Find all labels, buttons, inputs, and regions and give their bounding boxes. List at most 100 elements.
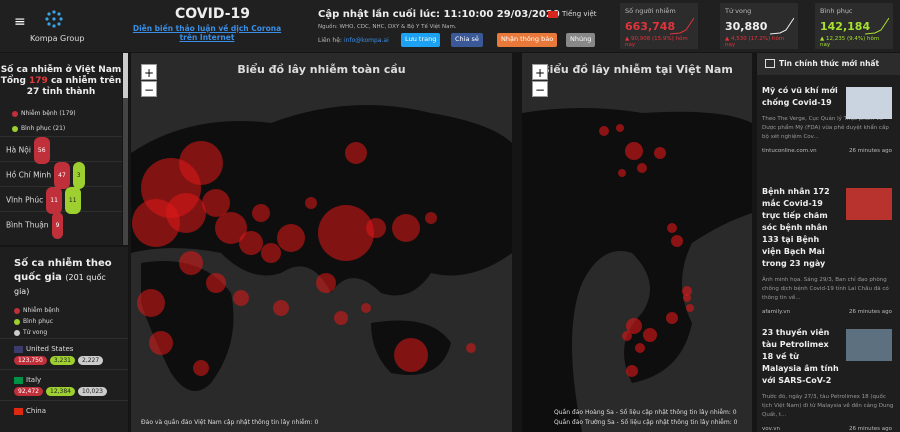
sparkline — [865, 17, 889, 35]
map-note: Quần đảo Trường Sa - Số liệu cập nhật th… — [554, 419, 738, 426]
country-line: Italy — [14, 376, 128, 384]
news-item[interactable]: Mỹ có vũ khí mới chống Covid-19 Theo The … — [762, 85, 898, 154]
stat-card: Tử vong 30,880 ▲ 4,530 (17.2%) hôm nay — [720, 3, 798, 49]
legend-item: Bình phục — [14, 316, 128, 327]
sparkline-path — [865, 17, 889, 35]
subtitle-link[interactable]: Diễn biến thảo luận về dịch Corona trên … — [132, 24, 282, 42]
contact-email[interactable]: info@kompa.ai — [344, 37, 389, 44]
news-header: Tin chính thức mới nhất — [757, 53, 900, 75]
legend-item: Nhiễm bệnh — [14, 305, 128, 316]
flag — [14, 376, 23, 384]
news-time: 26 minutes ago — [849, 148, 892, 154]
infected-badge: 123,750 — [14, 356, 47, 365]
world-map-svg — [131, 105, 512, 391]
infected-badge: 92,472 — [14, 387, 43, 396]
save-button[interactable]: Lưu trang — [401, 33, 441, 47]
logo — [45, 10, 63, 28]
province-name: Bình Thuận — [6, 220, 49, 230]
world-map[interactable]: Biểu đồ lây nhiễm toàn cầu + − Đảo và qu… — [131, 53, 512, 432]
province-row[interactable]: Hồ Chí Minh 47 3 — [0, 161, 122, 189]
legend-label: Tử vong — [23, 329, 48, 336]
province-row[interactable]: Hà Nội 56 — [0, 136, 122, 164]
case-bubbles — [599, 124, 694, 377]
news-item[interactable]: Bệnh nhân 172 mắc Covid-19 trực tiếp chă… — [762, 186, 898, 315]
sparkline — [670, 17, 694, 35]
stat-change: ▲ 4,530 (17.2%) hôm nay — [725, 36, 785, 48]
stat-value: 663,748 — [625, 20, 676, 33]
scroll-thumb[interactable] — [123, 53, 128, 98]
news-summary: Theo The Verge, Cục Quản lý Thực phẩm và… — [762, 116, 889, 140]
country-count: (201 quốc gia) — [14, 273, 106, 296]
vn-heading: Số ca nhiễm ở Việt Nam Tổng 179 ca nhiễm… — [0, 65, 122, 98]
stat-label: Tử vong — [725, 7, 752, 15]
news-summary: Ảnh minh họa. Sáng 29/3, Ban chỉ đạo phò… — [762, 277, 889, 301]
news-icon — [765, 59, 775, 68]
scrollbar[interactable] — [123, 53, 128, 245]
news-headline: Bệnh nhân 172 mắc Covid-19 trực tiếp chă… — [762, 187, 830, 268]
vietnam-map[interactable]: Biểu đồ lây nhiễm tại Việt Nam + − Quần … — [522, 53, 752, 432]
zoom-in[interactable]: + — [532, 64, 548, 80]
updated-time: Cập nhật lần cuối lúc: 11:10:00 29/03/20… — [318, 9, 560, 20]
province-name: Vĩnh Phúc — [6, 195, 44, 205]
news-thumbnail — [846, 87, 892, 119]
country-legend: Nhiễm bệnh Bình phục Tử vong — [14, 305, 128, 338]
zoom-out[interactable]: − — [532, 81, 548, 97]
map-title: Biểu đồ lây nhiễm toàn cầu — [237, 63, 406, 76]
legend-item: Tử vong — [14, 327, 128, 338]
recovered-badge: 3,231 — [49, 356, 75, 365]
infected-badge: 11 — [46, 187, 62, 214]
news-headline: 23 thuyền viên tàu Petrolimex 18 về từ M… — [762, 328, 839, 385]
country-heading: Số ca nhiễm theo quốc gia (201 quốc gia) — [0, 247, 128, 299]
province-row[interactable]: Vĩnh Phúc 11 11 — [0, 186, 122, 214]
vn-total-label: Tổng — [0, 76, 26, 86]
site-title: COVID-19 — [175, 6, 251, 22]
vietnam-panel: Số ca nhiễm ở Việt Nam Tổng 179 ca nhiễm… — [0, 53, 122, 245]
menu-icon[interactable]: ≡ — [14, 14, 26, 30]
country-row[interactable]: Italy 92,472 12,384 10,023 — [0, 369, 128, 400]
map-note: Đảo và quần đảo Việt Nam cập nhật thông … — [141, 419, 319, 426]
news-thumbnail — [846, 188, 892, 220]
brand: Kompa Group — [30, 34, 85, 43]
province-row[interactable]: Bình Thuận 9 — [0, 211, 122, 239]
zoom-in[interactable]: + — [141, 64, 157, 80]
embed-button[interactable]: Nhúng — [566, 33, 596, 47]
stat-card: Bình phục 142,184 ▲ 12,235 (9.4%) hôm nay — [815, 3, 893, 49]
deaths-badge: 2,227 — [78, 356, 104, 365]
country-row[interactable]: United States 123,750 3,231 2,227 — [0, 338, 128, 369]
news-summary: Trước đó, ngày 27/3, tàu Petrolimex 18 (… — [762, 394, 894, 418]
province-name: Hà Nội — [6, 145, 31, 155]
sparkline — [770, 17, 794, 35]
country-numbers: 92,472 12,384 10,023 — [14, 387, 128, 396]
notify-button[interactable]: Nhận thông báo — [497, 33, 558, 47]
legend-label: Nhiễm bệnh (179) — [21, 110, 76, 117]
country-line: United States — [14, 345, 128, 353]
country-name: Italy — [26, 376, 42, 384]
legend-label: Nhiễm bệnh — [23, 307, 60, 314]
legend-item: Bình phục (21) — [12, 121, 122, 136]
source: Nguồn: WHO, CDC, NHC, DXY & Bộ Y Tế Việt… — [318, 24, 457, 30]
province-list: Hà Nội 56 Hồ Chí Minh 47 3 Vĩnh Phúc 11 11 Bình … — [0, 136, 122, 239]
news-source: tintuconline.com.vn — [762, 148, 817, 154]
infected-badge: 56 — [33, 137, 50, 164]
map-title: Biểu đồ lây nhiễm tại Việt Nam — [541, 63, 733, 76]
news-footer: tintuconline.com.vn 26 minutes ago — [762, 148, 898, 154]
language-select[interactable]: Tiếng việt — [562, 10, 597, 18]
flag-vn — [548, 11, 558, 18]
zoom-out[interactable]: − — [141, 81, 157, 97]
news-footer: vov.vn 26 minutes ago — [762, 426, 898, 432]
vn-total-suffix: ca nhiễm trên 27 tỉnh thành — [26, 76, 122, 97]
infected-badge: 9 — [51, 212, 64, 239]
news-item[interactable]: 23 thuyền viên tàu Petrolimex 18 về từ M… — [762, 327, 898, 432]
land — [522, 108, 752, 432]
contact-label: Liên hệ: — [318, 37, 342, 44]
share-button[interactable]: Chia sẻ — [451, 33, 483, 47]
stat-label: Số người nhiễm — [625, 7, 676, 15]
infected-badge: 47 — [54, 162, 70, 189]
stat-change: ▲ 12,235 (9.4%) hôm nay — [820, 36, 880, 48]
news-footer: afamily.vn 26 minutes ago — [762, 309, 898, 315]
flag — [14, 345, 23, 353]
news-source: afamily.vn — [762, 309, 791, 315]
country-row[interactable]: China — [0, 400, 128, 422]
